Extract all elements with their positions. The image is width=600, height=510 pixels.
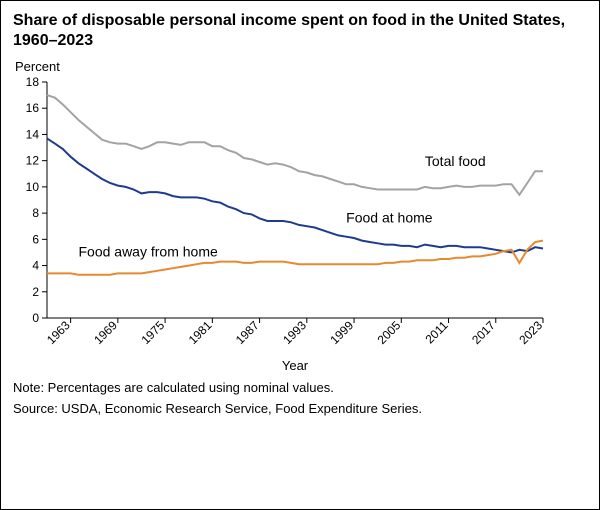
svg-text:18: 18 [26,76,40,89]
series-label-food-at-home: Food at home [346,209,433,225]
svg-text:1999: 1999 [327,318,356,347]
svg-text:16: 16 [26,101,40,115]
line-chart-svg: 0 2 4 6 8 10 12 14 16 18 1963 1969 1975 1981 1987 1993 1… [13,76,553,376]
svg-text:1981: 1981 [186,318,215,347]
svg-text:4: 4 [32,259,39,273]
svg-text:1969: 1969 [91,318,120,347]
svg-text:2023: 2023 [516,318,545,347]
svg-text:10: 10 [26,180,40,194]
y-axis-label: Percent [15,59,587,74]
svg-text:14: 14 [26,127,40,141]
chart-source: Source: USDA, Economic Research Service,… [13,401,587,418]
svg-text:2017: 2017 [469,318,498,347]
series-label-total-food: Total food [425,153,486,169]
svg-text:6: 6 [32,232,39,246]
chart-note: Note: Percentages are calculated using n… [13,380,587,397]
svg-text:2011: 2011 [422,318,450,346]
svg-text:1963: 1963 [44,318,73,347]
svg-text:0: 0 [32,311,39,325]
svg-text:8: 8 [32,206,39,220]
svg-text:1993: 1993 [280,318,309,347]
svg-text:1987: 1987 [233,318,262,347]
svg-text:12: 12 [26,154,40,168]
svg-text:2005: 2005 [375,318,404,347]
chart-frame: Share of disposable personal income spen… [0,0,600,510]
svg-text:1975: 1975 [138,318,167,347]
series-total-food [47,95,543,195]
svg-text:2: 2 [32,285,39,299]
series-label-food-away-from-home: Food away from home [78,243,217,259]
svg-text:Year: Year [282,358,309,373]
chart-plot-area: 0 2 4 6 8 10 12 14 16 18 1963 1969 1975 1981 1987 1993 1… [13,76,587,376]
chart-title: Share of disposable personal income spen… [13,11,587,51]
